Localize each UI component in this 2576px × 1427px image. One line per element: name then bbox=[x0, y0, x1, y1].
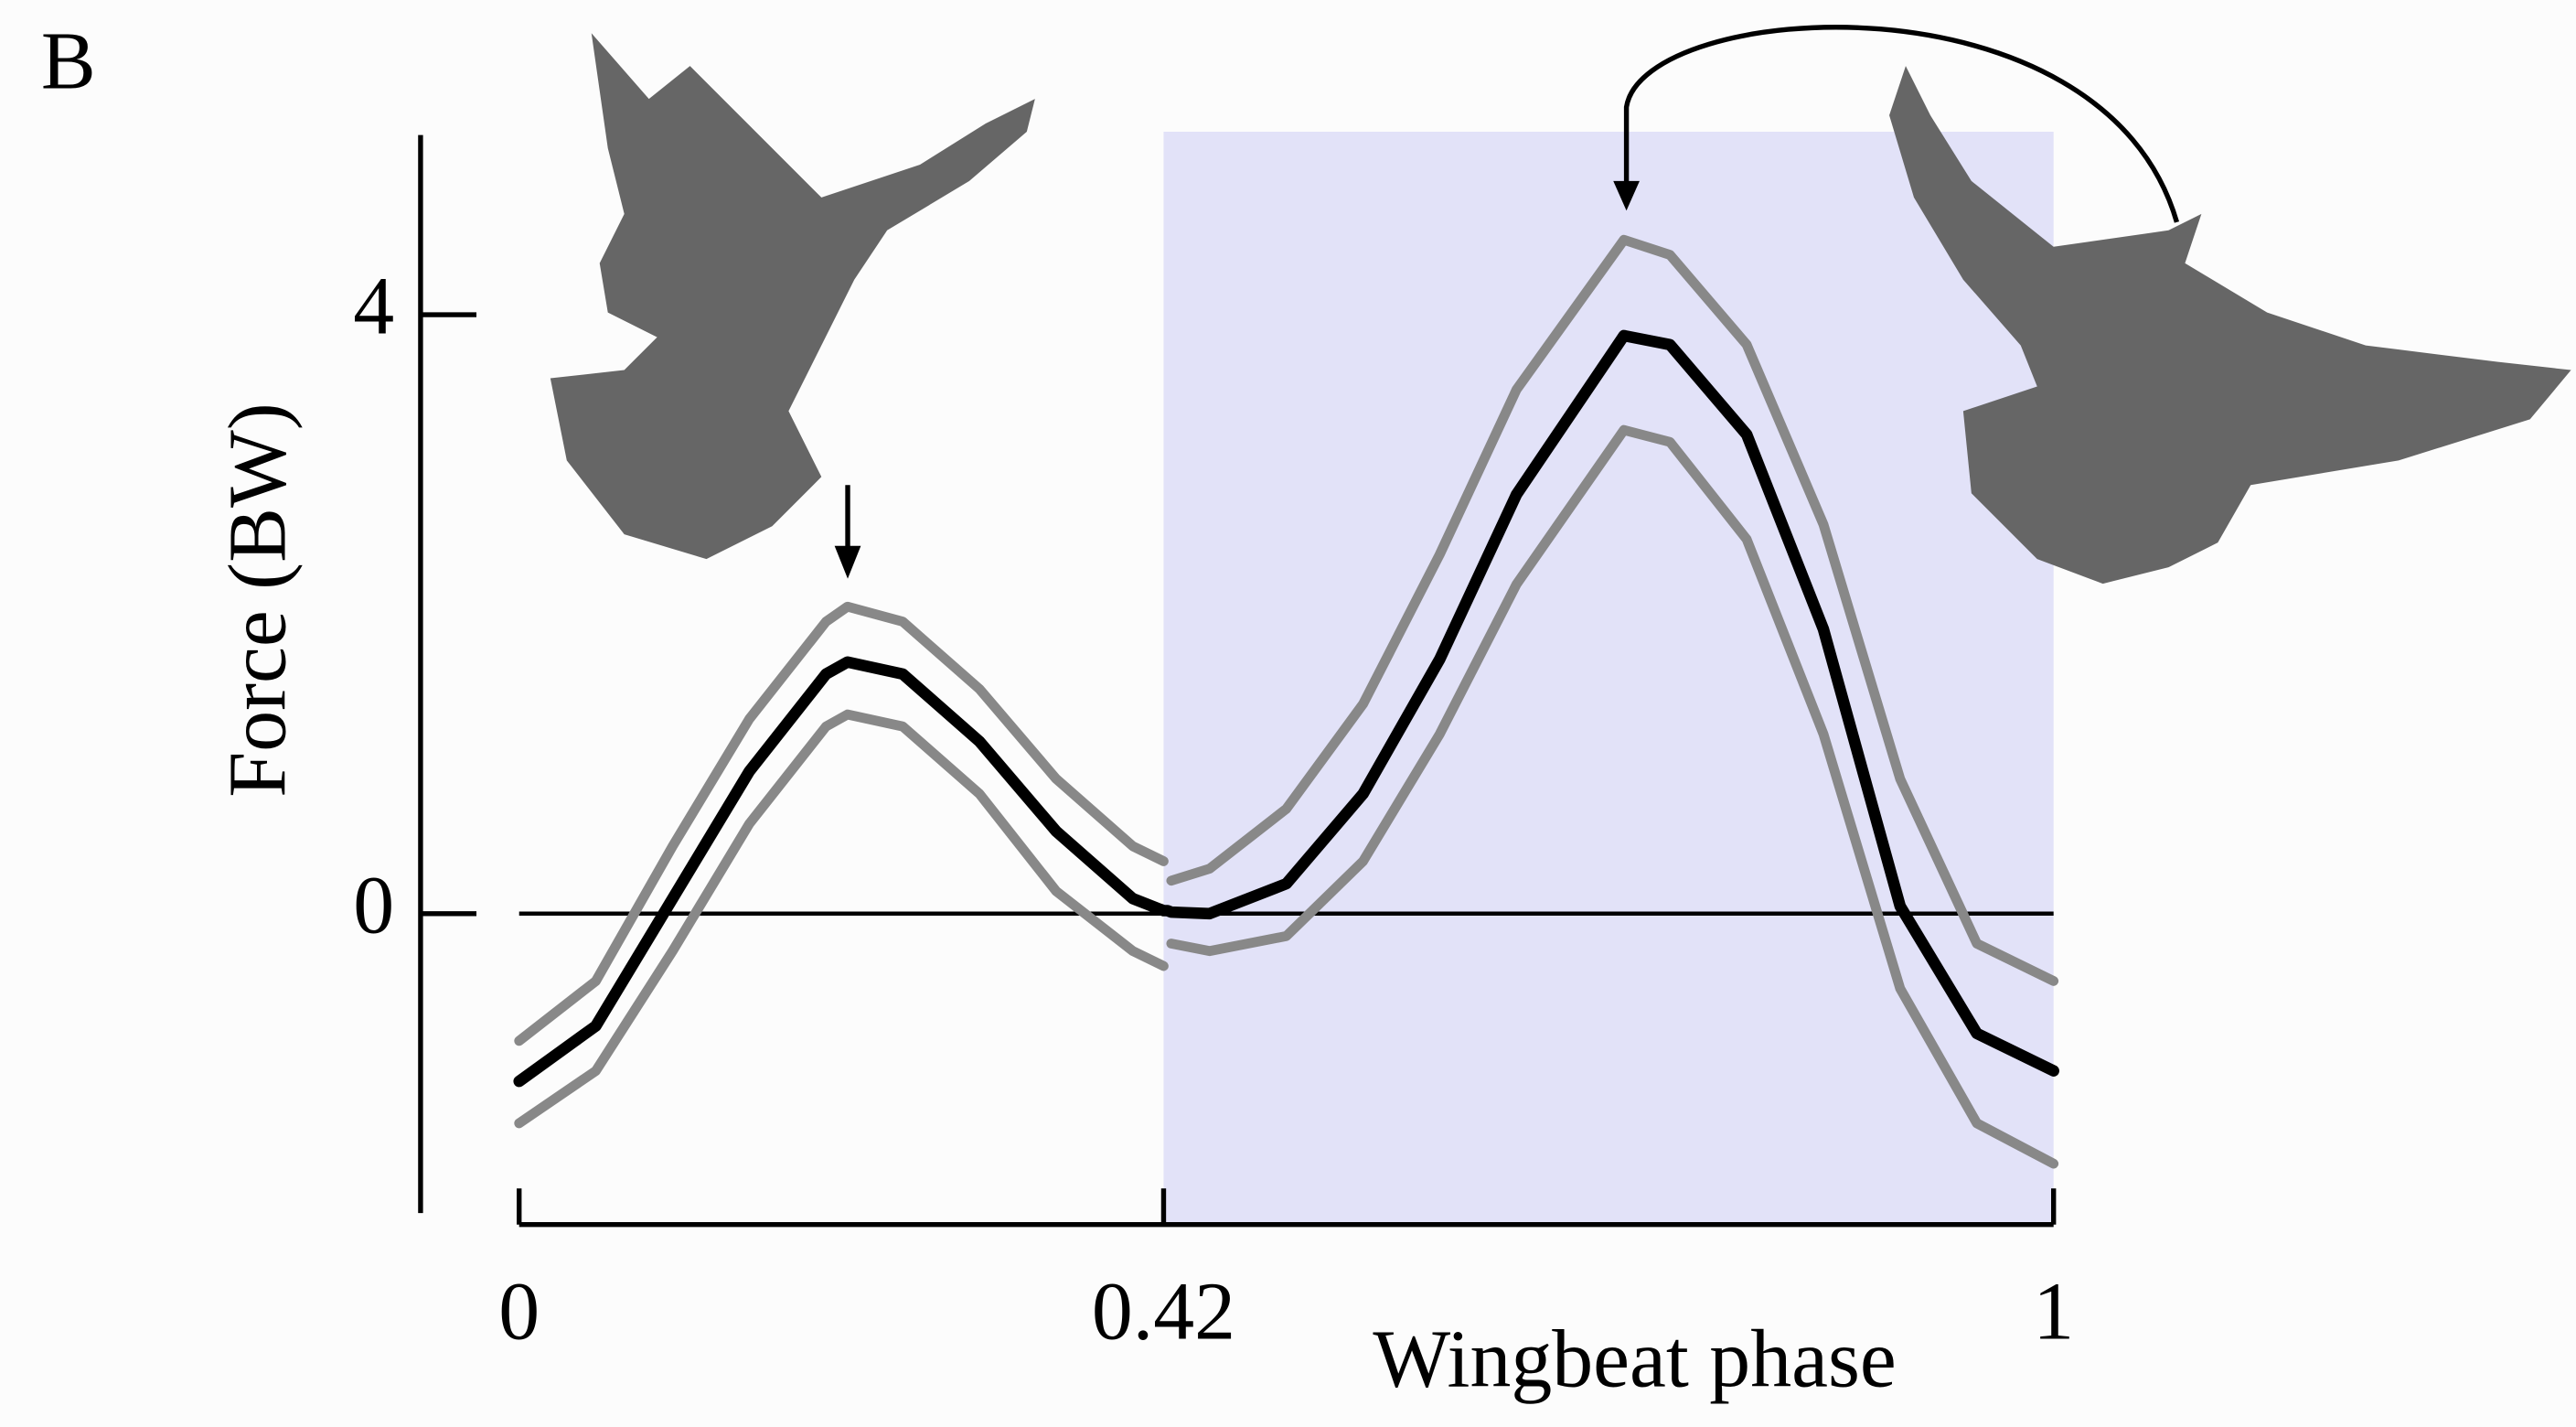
shade-layer bbox=[1163, 132, 2054, 1225]
y-tick-label: 4 bbox=[353, 262, 394, 352]
panel-label: B bbox=[41, 16, 96, 106]
plot-layer bbox=[513, 234, 2059, 1169]
x-tick-label: 0.42 bbox=[1092, 1267, 1235, 1357]
y-axis-label: Force (BW) bbox=[213, 402, 304, 797]
arrow-head bbox=[1613, 180, 1640, 211]
x-tick-label: 1 bbox=[2033, 1267, 2074, 1357]
series-line bbox=[514, 424, 2059, 1169]
y-tick-label: 0 bbox=[353, 860, 394, 950]
series-line bbox=[514, 234, 2059, 1046]
shaded-region bbox=[1163, 132, 2054, 1225]
series-line bbox=[513, 329, 2059, 1088]
x-tick-label: 0 bbox=[498, 1267, 540, 1357]
arrow-head bbox=[834, 545, 861, 579]
bird-silhouette bbox=[1889, 66, 2571, 585]
arrow bbox=[1623, 25, 2180, 223]
bird-silhouette bbox=[550, 33, 1035, 560]
x-axis-label: Wingbeat phase bbox=[1373, 1314, 1896, 1405]
